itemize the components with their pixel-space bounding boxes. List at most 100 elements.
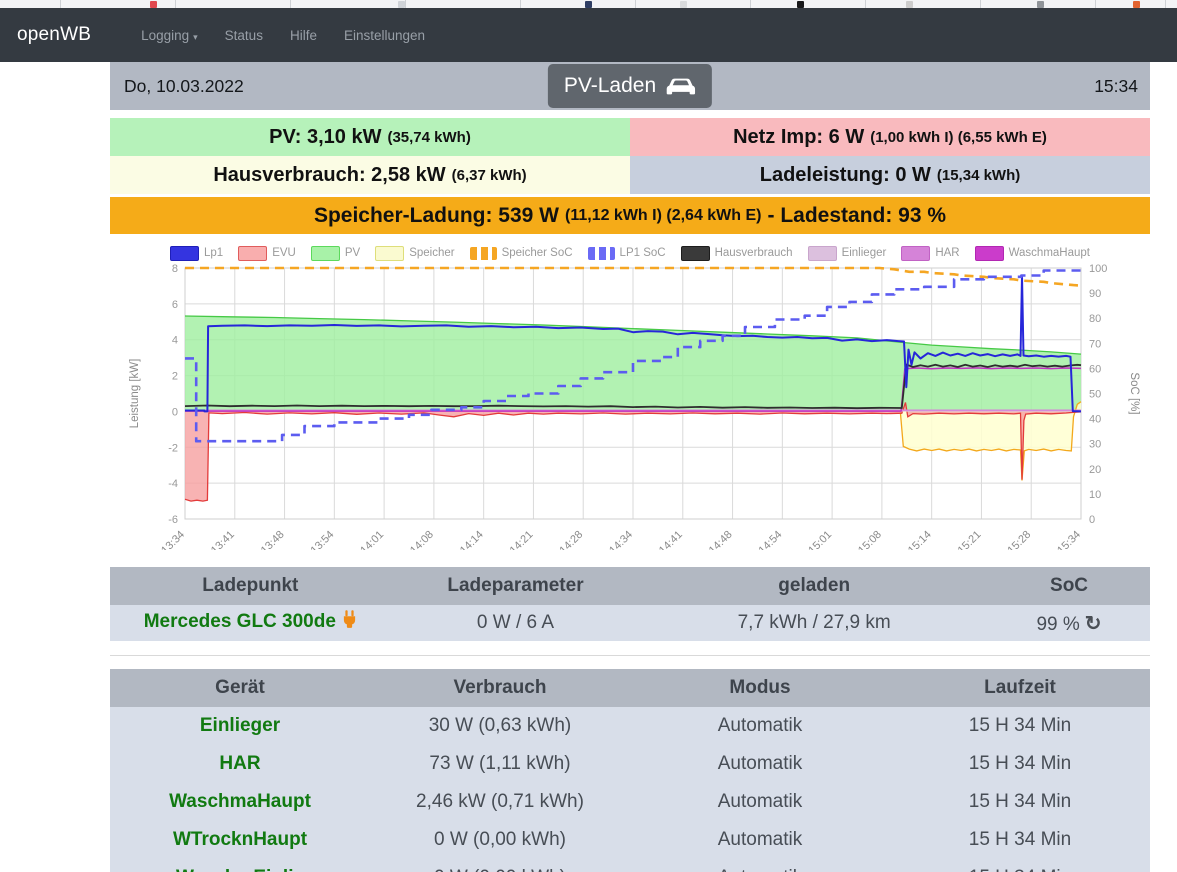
tab-separator xyxy=(520,0,521,8)
tab-separator xyxy=(405,0,406,8)
car-icon xyxy=(666,77,696,96)
status-box-netz: Netz Imp: 6 W (1,00 kWh I) (6,55 kWh E) xyxy=(630,118,1150,156)
legend-label: EVU xyxy=(272,247,296,259)
y-right-tick-label: 90 xyxy=(1089,288,1101,300)
device-verbrauch-cell: 0 W (0,00 kWh) xyxy=(370,821,630,859)
legend-chip xyxy=(901,245,931,261)
device-name-link[interactable]: WaschmaHaupt xyxy=(169,791,311,812)
y-right-tick-label: 70 xyxy=(1089,338,1101,350)
ladeparameter-cell: 0 W / 6 A xyxy=(390,605,641,641)
tab-favicon[interactable] xyxy=(398,1,405,8)
series-waschmahaupt xyxy=(185,367,1082,412)
tab-separator xyxy=(1095,0,1096,8)
tab-favicon[interactable] xyxy=(797,1,804,8)
x-tick-label: 13:34 xyxy=(159,529,187,550)
tab-favicon[interactable] xyxy=(1133,1,1140,8)
nav-item-einstellungen[interactable]: Einstellungen xyxy=(343,27,426,43)
device-verbrauch-cell: 73 W (1,11 kWh) xyxy=(370,745,630,783)
legend-item-hausverbrauch[interactable]: Hausverbrauch xyxy=(680,245,793,261)
soc-refresh-icon[interactable]: ↻ xyxy=(1084,612,1102,635)
y-left-tick-label: 8 xyxy=(172,264,178,275)
status-sub-text: (6,37 kWh) xyxy=(451,166,527,184)
x-tick-label: 14:14 xyxy=(458,529,486,550)
ladepunkt-header-ladeparameter: Ladeparameter xyxy=(390,567,641,605)
device-name-link[interactable]: Einlieger xyxy=(199,715,281,736)
nav-item-status[interactable]: Status xyxy=(224,27,263,43)
tab-favicon[interactable] xyxy=(1037,1,1044,8)
device-modus-cell: Automatik xyxy=(630,707,890,745)
tab-separator xyxy=(750,0,751,8)
vehicle-name: Mercedes GLC 300de xyxy=(143,611,336,632)
x-tick-label: 15:28 xyxy=(1005,529,1033,550)
y-right-tick-label: 20 xyxy=(1089,464,1101,476)
device-row: WTrocknHaupt 0 W (0,00 kWh) Automatik 15 H … xyxy=(110,821,1150,859)
y-right-tick-label: 30 xyxy=(1089,439,1101,451)
status-main-text: Hausverbrauch: 2,58 kW xyxy=(213,163,446,186)
device-modus-cell: Automatik xyxy=(630,783,890,821)
legend-item-lp1-soc[interactable]: LP1 SoC xyxy=(587,246,666,260)
legend-item-speicher-soc[interactable]: Speicher SoC xyxy=(469,246,573,260)
tab-separator xyxy=(1165,0,1166,8)
ladepunkt-header-soc: SoC xyxy=(988,567,1150,605)
device-verbrauch-cell: 30 W (0,63 kWh) xyxy=(370,707,630,745)
tab-favicon[interactable] xyxy=(906,1,913,8)
legend-item-evu[interactable]: EVU xyxy=(238,245,296,261)
legend-chip xyxy=(310,245,340,261)
status-main-text: PV: 3,10 kW xyxy=(269,125,382,148)
series-pv-edge xyxy=(184,315,1082,355)
soc-cell: 99 % ↻ xyxy=(988,605,1150,641)
series-speicher-edge xyxy=(185,401,1082,481)
x-tick-label: 15:01 xyxy=(806,529,834,550)
device-row: HAR 73 W (1,11 kWh) Automatik 15 H 34 Min xyxy=(110,745,1150,783)
device-name-cell: WTrocknHaupt xyxy=(110,821,370,859)
device-verbrauch-cell: 2,46 kW (0,71 kWh) xyxy=(370,783,630,821)
legend-label: HAR xyxy=(935,247,960,259)
device-name-link[interactable]: HAR xyxy=(219,753,261,774)
legend-item-pv[interactable]: PV xyxy=(310,245,361,261)
tab-separator xyxy=(175,0,176,8)
x-tick-label: 13:41 xyxy=(209,529,237,550)
nav-items: Logging ▾ Status Hilfe Einstellungen xyxy=(141,28,425,43)
section-divider xyxy=(110,655,1150,656)
y-left-tick-label: 2 xyxy=(172,371,178,383)
legend-label: Hausverbrauch xyxy=(714,247,793,259)
x-tick-label: 13:48 xyxy=(259,529,287,550)
charge-mode-button[interactable]: PV-Laden xyxy=(547,64,713,108)
series-hausverbrauch xyxy=(184,363,1082,410)
device-name-link[interactable]: WaschmEinlie xyxy=(176,867,304,872)
legend-chip xyxy=(587,246,615,260)
speicher-text-segment: Speicher-Ladung: 539 W xyxy=(313,203,559,227)
legend-item-waschmahaupt[interactable]: WaschmaHaupt xyxy=(974,245,1090,261)
tab-favicon[interactable] xyxy=(680,1,687,8)
device-name-link[interactable]: WTrocknHaupt xyxy=(172,829,308,850)
status-box-pv: PV: 3,10 kW (35,74 kWh) xyxy=(110,118,630,156)
legend-chip xyxy=(375,245,405,261)
tab-favicon[interactable] xyxy=(585,1,592,8)
legend-item-har[interactable]: HAR xyxy=(901,245,960,261)
legend-item-speicher[interactable]: Speicher xyxy=(375,245,455,261)
ladepunkt-header-ladepunkt: Ladepunkt xyxy=(110,567,391,605)
tab-favicon[interactable] xyxy=(150,1,157,8)
navbar: openWB Logging ▾ Status Hilfe Einstellungen xyxy=(0,8,1177,62)
nav-item-logging[interactable]: Logging ▾ xyxy=(141,27,198,43)
device-modus-cell: Automatik xyxy=(630,821,890,859)
main-container: Do, 10.03.2022 PV-Laden 15:34 PV: 3,10 k… xyxy=(110,62,1150,872)
y-left-tick-label: 4 xyxy=(172,335,178,347)
brand-openwb[interactable]: openWB xyxy=(17,24,92,45)
legend-item-einlieger[interactable]: Einlieger xyxy=(807,245,886,261)
charge-mode-label: PV-Laden xyxy=(563,74,657,97)
x-tick-label: 14:54 xyxy=(757,529,785,550)
nav-item-hilfe[interactable]: Hilfe xyxy=(289,27,317,43)
legend-label: Speicher SoC xyxy=(501,247,573,259)
speicher-text-segment: (11,12 kWh I) (2,64 kWh E) xyxy=(565,206,762,224)
legend-label: PV xyxy=(344,247,361,259)
geraet-header-gerat: Gerät xyxy=(110,669,370,707)
geraet-header-laufzeit: Laufzeit xyxy=(890,669,1150,707)
legend-item-lp1[interactable]: Lp1 xyxy=(170,245,223,261)
ladepunkt-table-head: Ladepunkt Ladeparameter geladen SoC xyxy=(110,567,1150,605)
y-left-tick-label: -2 xyxy=(168,442,178,454)
chart-legend: Lp1 EVU PV Speicher Speicher SoC LP1 SoC Hausv… xyxy=(110,242,1150,264)
x-tick-label: 14:08 xyxy=(408,529,436,550)
x-tick-label: 15:21 xyxy=(956,529,984,550)
